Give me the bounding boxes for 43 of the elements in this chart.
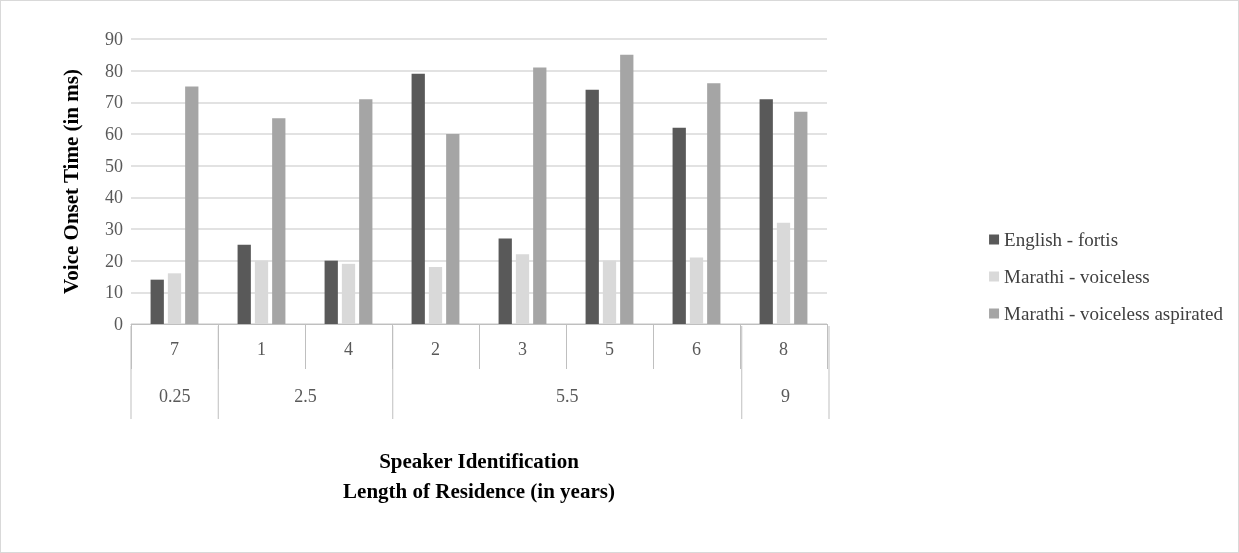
text: 2.5 xyxy=(294,386,317,406)
bar xyxy=(272,118,286,324)
legend-label: Marathi - voiceless xyxy=(1004,266,1150,287)
bar xyxy=(585,89,599,324)
x-axis-title: Speaker Identification Length of Residence (in years) xyxy=(343,449,615,503)
x-tick-label: 8 xyxy=(779,339,788,359)
x-tick-label: 1 xyxy=(257,339,266,359)
text: 9 xyxy=(780,386,790,406)
bar xyxy=(533,67,547,324)
x-tick-label: 3 xyxy=(518,339,527,359)
bar xyxy=(759,99,773,324)
bar xyxy=(794,111,808,324)
text: 5.5 xyxy=(556,386,579,406)
bar xyxy=(620,54,634,324)
bar xyxy=(446,134,460,324)
bar xyxy=(498,238,512,324)
x-tick-label: 5 xyxy=(605,339,614,359)
bar xyxy=(324,260,338,324)
bar xyxy=(185,86,199,324)
y-axis-title: Voice Onset Time (in ms) xyxy=(58,69,83,294)
y-tick-label: 40 xyxy=(105,187,123,208)
x-tick-label: 6 xyxy=(692,339,701,359)
legend-label: Marathi - voiceless aspirated xyxy=(1004,303,1224,324)
y-tick-label: 10 xyxy=(105,282,123,303)
y-tick-label: 20 xyxy=(105,250,123,271)
bar xyxy=(237,244,251,324)
y-tick-label: 30 xyxy=(105,219,123,239)
y-tick-label: 90 xyxy=(105,29,123,49)
legend-label: English - fortis xyxy=(1004,229,1119,250)
y-tick-label: 60 xyxy=(105,124,123,144)
bar xyxy=(359,99,373,324)
y-tick-label: 70 xyxy=(105,92,123,113)
bar xyxy=(150,279,164,324)
text: 0.25 xyxy=(158,386,191,406)
bar xyxy=(672,127,686,324)
y-tick-label: 0 xyxy=(114,314,123,334)
x-tick-label: 2 xyxy=(431,339,440,359)
y-tick-label: 80 xyxy=(105,60,123,81)
y-tick-label: 50 xyxy=(105,155,123,176)
bar xyxy=(707,83,721,324)
x-tick-label: 4 xyxy=(344,339,353,359)
x-tick-label: 7 xyxy=(170,339,179,359)
bar xyxy=(411,73,425,324)
